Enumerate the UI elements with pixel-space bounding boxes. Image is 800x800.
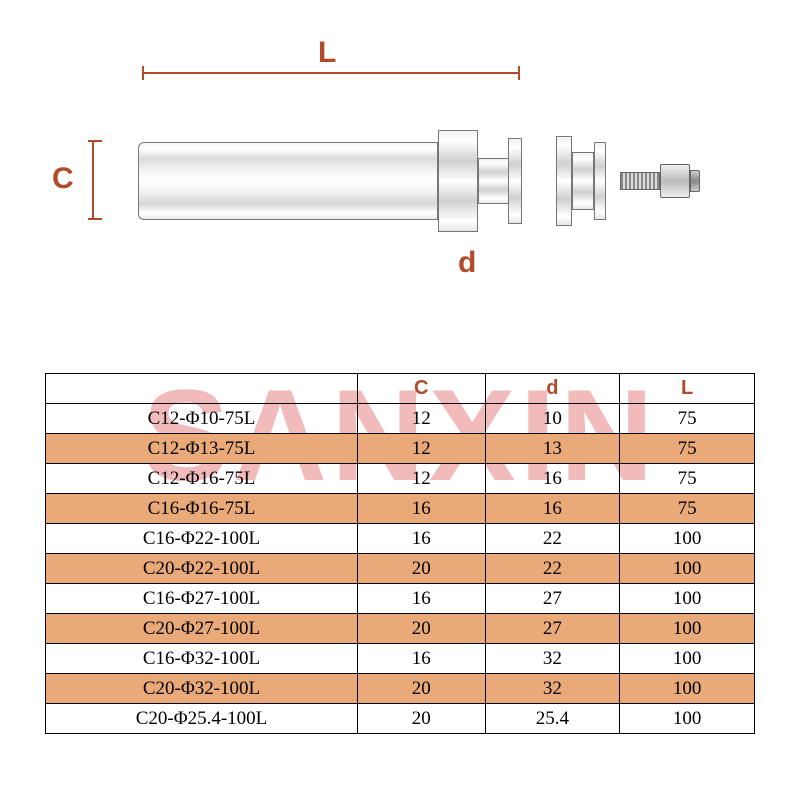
cell-C: 20 xyxy=(357,554,485,584)
table-row: C20-Φ25.4-100L2025.4100 xyxy=(46,704,755,734)
cell-L: 100 xyxy=(620,584,755,614)
table-row: C12-Φ16-75L121675 xyxy=(46,464,755,494)
cell-d: 22 xyxy=(485,524,620,554)
table-header-row: C d L xyxy=(46,374,755,404)
cell-L: 100 xyxy=(620,644,755,674)
screw-head xyxy=(660,164,690,198)
col-header-L: L xyxy=(620,374,755,404)
dim-bracket-L xyxy=(142,72,520,74)
cell-d: 16 xyxy=(485,494,620,524)
col-header-C: C xyxy=(357,374,485,404)
cell-C: 16 xyxy=(357,644,485,674)
table-row: C20-Φ22-100L2022100 xyxy=(46,554,755,584)
cell-C: 16 xyxy=(357,494,485,524)
cell-L: 100 xyxy=(620,524,755,554)
cell-d: 25.4 xyxy=(485,704,620,734)
cell-d: 16 xyxy=(485,464,620,494)
cell-L: 75 xyxy=(620,494,755,524)
cell-C: 16 xyxy=(357,524,485,554)
cell-model: C12-Φ13-75L xyxy=(46,434,358,464)
collar-inner xyxy=(572,152,594,210)
screw-thread xyxy=(620,172,660,190)
cell-L: 75 xyxy=(620,434,755,464)
cell-d: 22 xyxy=(485,554,620,584)
cell-model: C16-Φ32-100L xyxy=(46,644,358,674)
cell-d: 32 xyxy=(485,644,620,674)
table-row: C16-Φ22-100L1622100 xyxy=(46,524,755,554)
cell-C: 12 xyxy=(357,464,485,494)
cell-d: 27 xyxy=(485,584,620,614)
table-row: C12-Φ10-75L121075 xyxy=(46,404,755,434)
cell-L: 75 xyxy=(620,404,755,434)
dim-bracket-C xyxy=(92,140,94,220)
table-row: C20-Φ27-100L2027100 xyxy=(46,614,755,644)
table-row: C20-Φ32-100L2032100 xyxy=(46,674,755,704)
cell-d: 27 xyxy=(485,614,620,644)
cell-d: 10 xyxy=(485,404,620,434)
shaft-spigot xyxy=(478,158,510,204)
cell-d: 32 xyxy=(485,674,620,704)
table-row: C12-Φ13-75L121375 xyxy=(46,434,755,464)
shaft-main xyxy=(138,142,438,220)
dim-label-d: d xyxy=(458,246,476,280)
table-row: C16-Φ32-100L1632100 xyxy=(46,644,755,674)
dim-label-L: L xyxy=(318,36,336,70)
cell-L: 100 xyxy=(620,674,755,704)
cell-d: 13 xyxy=(485,434,620,464)
cell-model: C12-Φ16-75L xyxy=(46,464,358,494)
table-row: C16-Φ16-75L161675 xyxy=(46,494,755,524)
cell-C: 20 xyxy=(357,704,485,734)
cell-model: C20-Φ25.4-100L xyxy=(46,704,358,734)
cell-model: C20-Φ22-100L xyxy=(46,554,358,584)
collar-outer xyxy=(556,136,572,226)
cell-C: 20 xyxy=(357,614,485,644)
arbor-diagram: L C d xyxy=(60,60,740,320)
collar-face xyxy=(594,142,606,220)
cell-C: 12 xyxy=(357,434,485,464)
screw-socket xyxy=(690,170,700,192)
cell-model: C16-Φ27-100L xyxy=(46,584,358,614)
cell-model: C20-Φ27-100L xyxy=(46,614,358,644)
cell-C: 20 xyxy=(357,674,485,704)
col-header-d: d xyxy=(485,374,620,404)
cell-model: C16-Φ16-75L xyxy=(46,494,358,524)
cell-L: 100 xyxy=(620,614,755,644)
cell-model: C12-Φ10-75L xyxy=(46,404,358,434)
cell-C: 16 xyxy=(357,584,485,614)
shaft-flange xyxy=(508,138,522,224)
cell-model: C20-Φ32-100L xyxy=(46,674,358,704)
col-header-model xyxy=(46,374,358,404)
table-row: C16-Φ27-100L1627100 xyxy=(46,584,755,614)
cell-L: 100 xyxy=(620,704,755,734)
cell-model: C16-Φ22-100L xyxy=(46,524,358,554)
cell-L: 100 xyxy=(620,554,755,584)
cell-C: 12 xyxy=(357,404,485,434)
spec-table: C d L C12-Φ10-75L121075C12-Φ13-75L121375… xyxy=(45,373,755,734)
shaft-shoulder-1 xyxy=(438,130,478,232)
page-canvas: L C d SANXIN C d L xyxy=(0,0,800,800)
dim-label-C: C xyxy=(52,162,74,196)
cell-L: 75 xyxy=(620,464,755,494)
